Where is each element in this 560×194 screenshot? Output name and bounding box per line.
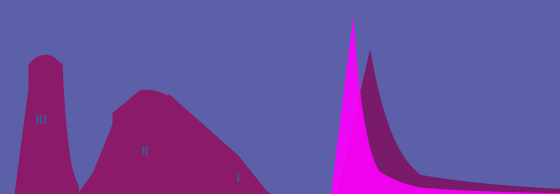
Text: I: I bbox=[236, 172, 240, 185]
Text: III: III bbox=[35, 114, 49, 127]
Text: II: II bbox=[141, 145, 150, 158]
